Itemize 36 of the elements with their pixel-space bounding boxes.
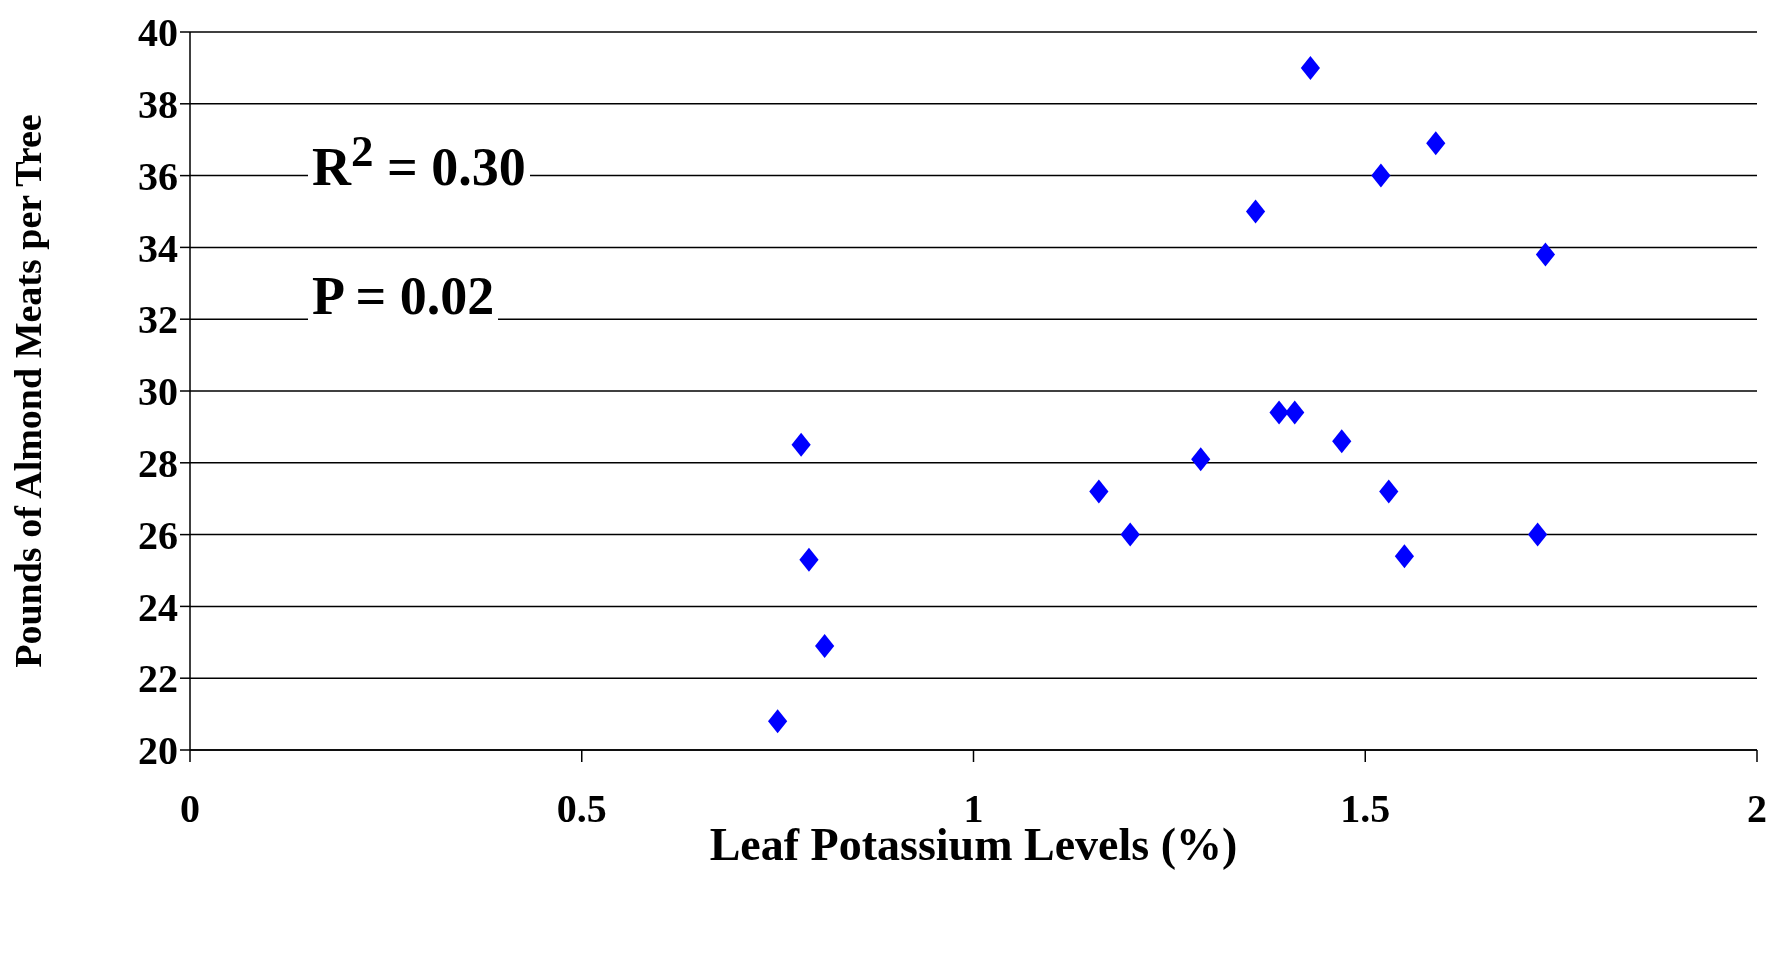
y-tick-label: 34 [138, 225, 178, 271]
y-tick-label: 22 [138, 656, 178, 702]
x-tick-label: 0 [180, 786, 200, 832]
point [1245, 199, 1266, 224]
point [1528, 522, 1548, 547]
x-tick-label: 0.5 [556, 786, 607, 832]
point [1394, 544, 1415, 569]
y-tick-label: 36 [138, 153, 178, 199]
point [1089, 479, 1109, 504]
annotation: R$^{2}$ = 0.30 [308, 126, 530, 198]
x-tick-label: 2 [1747, 786, 1767, 832]
point [1332, 429, 1352, 454]
point [768, 709, 788, 734]
point [1426, 131, 1446, 156]
point [1285, 400, 1305, 425]
point [1371, 163, 1391, 188]
point [799, 547, 819, 572]
point [1379, 479, 1399, 504]
y-tick-label: 24 [138, 584, 178, 630]
point [815, 633, 835, 658]
y-tick-label: 40 [138, 10, 178, 56]
x-tick-label: 1.5 [1340, 786, 1391, 832]
y-tick-label: 20 [138, 728, 178, 774]
point [791, 432, 811, 457]
y-tick-label: 38 [138, 82, 178, 127]
point [1300, 55, 1320, 80]
y-axis-title: Pounds of Almond Meats per Tree [7, 114, 50, 668]
annotation: P = 0.02 [308, 266, 499, 327]
y-tick-label: 30 [138, 369, 178, 415]
y-tick-label: 28 [138, 441, 178, 486]
point [1535, 242, 1556, 267]
y-tick-label: 26 [138, 512, 178, 558]
y-tick-label: 32 [138, 297, 178, 343]
point [1120, 522, 1140, 547]
point [1191, 447, 1211, 472]
point [1269, 400, 1289, 425]
